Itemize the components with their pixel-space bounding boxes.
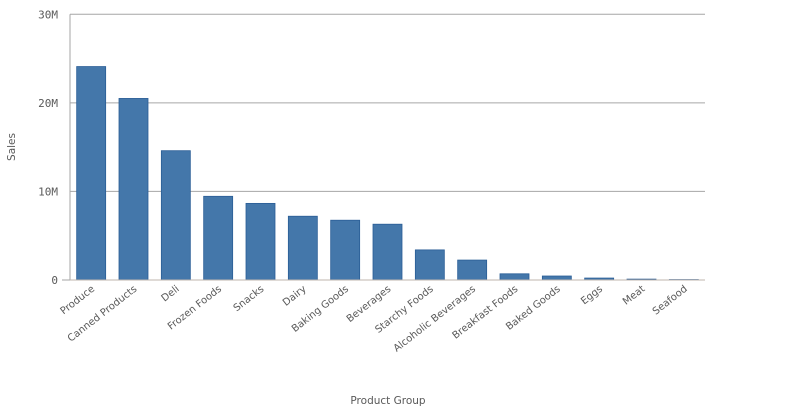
bar[interactable] xyxy=(203,195,234,281)
bar[interactable] xyxy=(76,66,107,281)
x-tick-label: Produce xyxy=(59,284,97,317)
y-tick-labels: 0 10M 20M 30M xyxy=(38,8,58,287)
x-tick-label: Alcoholic Beverages xyxy=(392,284,478,355)
x-tick-label: Seafood xyxy=(651,284,690,318)
bar[interactable] xyxy=(499,273,530,281)
x-tick-label: Canned Products xyxy=(66,284,139,345)
bar[interactable] xyxy=(118,98,149,281)
bar[interactable] xyxy=(160,150,191,281)
x-tick-label: Dairy xyxy=(281,284,309,309)
bar[interactable] xyxy=(457,259,488,281)
y-tick-label: 20M xyxy=(38,97,58,110)
x-axis-title: Product Group xyxy=(350,395,426,407)
bars xyxy=(76,66,699,281)
bar[interactable] xyxy=(245,202,276,281)
x-tick-label: Snacks xyxy=(232,284,267,314)
bar[interactable] xyxy=(541,275,572,281)
x-tick-label: Eggs xyxy=(579,284,605,308)
x-tick-label: Deli xyxy=(160,284,182,305)
y-tick-label: 0 xyxy=(51,274,58,287)
bar[interactable] xyxy=(330,219,361,281)
y-tick-label: 10M xyxy=(38,185,58,198)
x-tick-label: Meat xyxy=(621,284,647,308)
y-axis-title: Sales xyxy=(6,133,18,161)
bar[interactable] xyxy=(372,223,403,281)
bar[interactable] xyxy=(287,215,318,281)
bar[interactable] xyxy=(414,249,445,281)
y-tick-label: 30M xyxy=(38,8,58,21)
